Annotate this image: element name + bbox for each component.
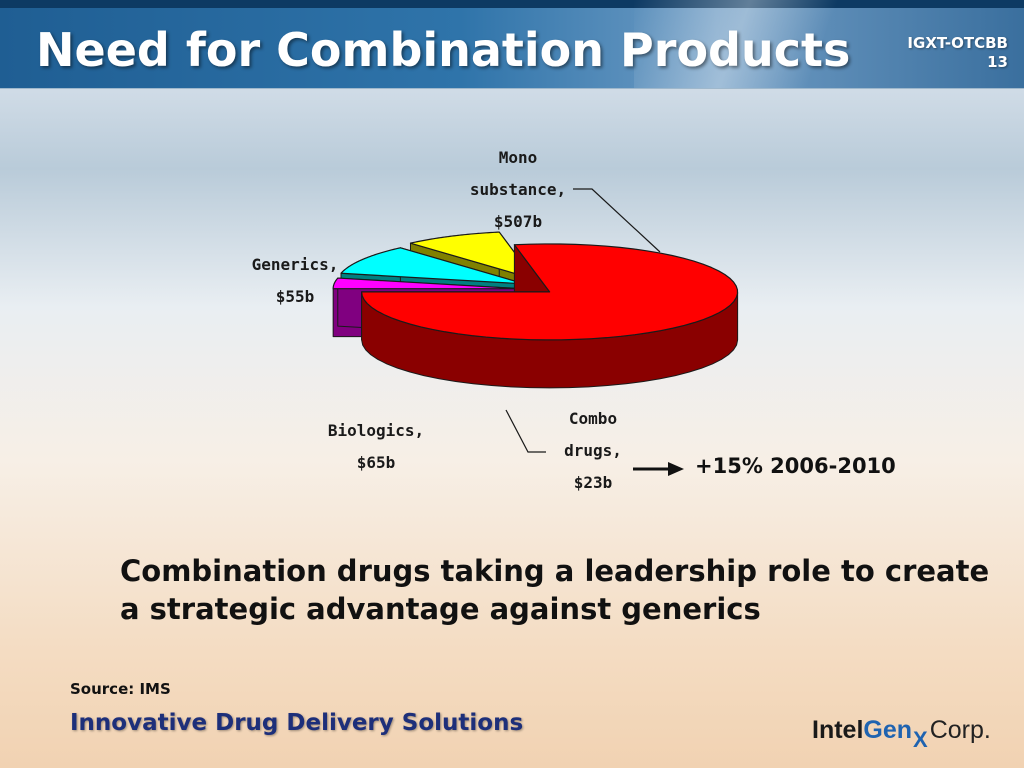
slice-label-line: $23b	[574, 473, 613, 492]
growth-annotation: +15% 2006-2010	[695, 454, 896, 478]
slice-label-generics: Generics, $55b	[252, 255, 339, 306]
slice-label-line: $507b	[494, 212, 542, 231]
slice-label-line: $65b	[357, 453, 396, 472]
tagline: Innovative Drug Delivery Solutions	[70, 710, 524, 736]
logo-intel: Intel	[812, 716, 864, 744]
slice-top-face	[361, 243, 739, 341]
slide-title: Need for Combination Products	[36, 23, 851, 77]
leader-line	[505, 409, 546, 453]
company-logo: IntelGenXCorp.	[812, 716, 991, 752]
slice-label-line: $55b	[276, 287, 315, 306]
slice-label-line: Combo	[569, 409, 617, 428]
slice-top-face	[340, 247, 525, 285]
slice-label-line: Generics,	[252, 255, 339, 274]
ticker-symbol: IGXT-OTCBB	[907, 34, 1008, 52]
source-note: Source: IMS	[70, 680, 171, 698]
pie-chart: Mono substance, $507b Generics, $55b Biologic…	[252, 148, 739, 492]
page-number: 13	[987, 53, 1008, 71]
logo-gen: Gen	[863, 716, 913, 744]
slice-top-face	[409, 231, 536, 280]
slice-label-biologics: Biologics, $65b	[328, 421, 424, 472]
logo-x: X	[913, 727, 928, 752]
title-bar: Need for Combination Products IGXT-OTCBB…	[0, 0, 1024, 89]
logo-corp: Corp.	[929, 716, 991, 744]
key-statement: Combination drugs taking a leadership ro…	[120, 554, 990, 626]
growth-arrow-head	[668, 462, 684, 476]
slice-label-line: Mono	[499, 148, 538, 167]
slice-label-line: Biologics,	[328, 421, 424, 440]
slice-label-line: substance,	[470, 180, 566, 199]
slice-label-mono-substance: Mono substance, $507b	[470, 148, 566, 231]
slice-label-line: drugs,	[564, 441, 622, 460]
header-decoration	[634, 0, 894, 88]
slice-top-face	[332, 277, 522, 290]
leader-line	[573, 188, 661, 253]
pie-slice-mono-substance	[361, 243, 739, 389]
slice-label-combo-drugs: Combo drugs, $23b	[564, 409, 622, 492]
ticker-block: IGXT-OTCBB 13	[907, 34, 1008, 72]
